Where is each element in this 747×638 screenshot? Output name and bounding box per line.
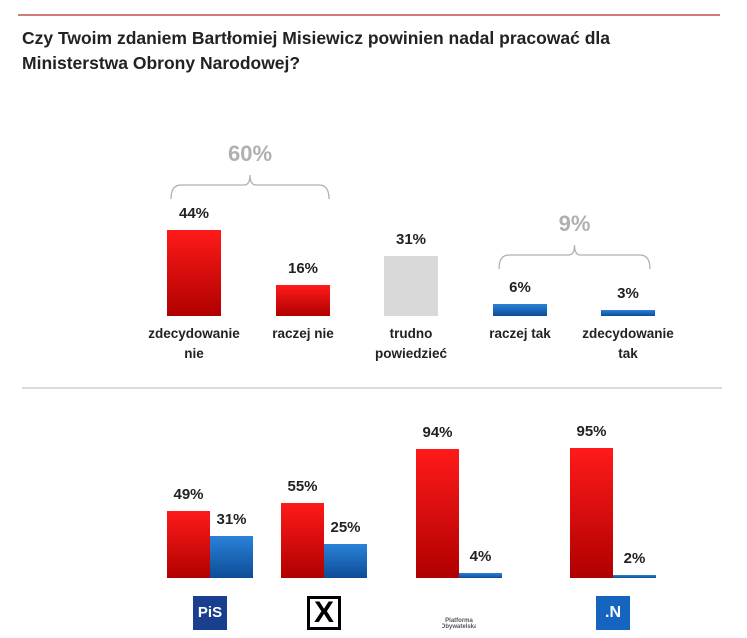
category-logo: PiS [193, 596, 227, 630]
bar [384, 255, 438, 316]
bar [167, 230, 221, 316]
category-label: raczej tak [489, 326, 551, 341]
category-label: zdecydowanie nie [148, 326, 240, 361]
category-label: raczej nie [272, 326, 334, 341]
value-label: 6% [509, 279, 531, 297]
chart-title: Czy Twoim zdaniem Bartłomiej Misiewicz p… [22, 28, 611, 73]
bar [210, 535, 253, 578]
value-label: 2% [623, 550, 646, 568]
bracket [498, 244, 651, 270]
bar [570, 447, 613, 578]
category-label: trudno powiedzieć [374, 326, 447, 361]
value-label: 31% [216, 510, 247, 528]
category-logo: Platforma Obywatelska [442, 596, 476, 630]
annotation: 9% [558, 211, 591, 236]
bar [493, 304, 547, 316]
bar [601, 310, 655, 316]
value-label: 25% [330, 518, 361, 536]
value-label: 49% [173, 485, 204, 503]
value-label: 4% [469, 547, 492, 565]
bar [416, 449, 459, 578]
value-label: 94% [422, 424, 453, 442]
value-label: 95% [576, 422, 607, 440]
category-logo: .N [596, 596, 630, 630]
bar [281, 502, 324, 578]
value-label: 44% [178, 205, 210, 223]
bar [167, 510, 210, 578]
value-label: 31% [395, 230, 427, 248]
bar [459, 572, 502, 578]
value-label: 3% [617, 285, 639, 303]
category-label: zdecydowanie tak [582, 326, 674, 361]
value-label: 16% [287, 259, 319, 277]
category-logo: X [307, 596, 341, 630]
bar [613, 575, 656, 578]
bar [324, 543, 367, 578]
value-label: 55% [287, 477, 318, 495]
bar [276, 284, 330, 316]
annotation: 60% [227, 141, 273, 166]
bracket [170, 174, 330, 200]
